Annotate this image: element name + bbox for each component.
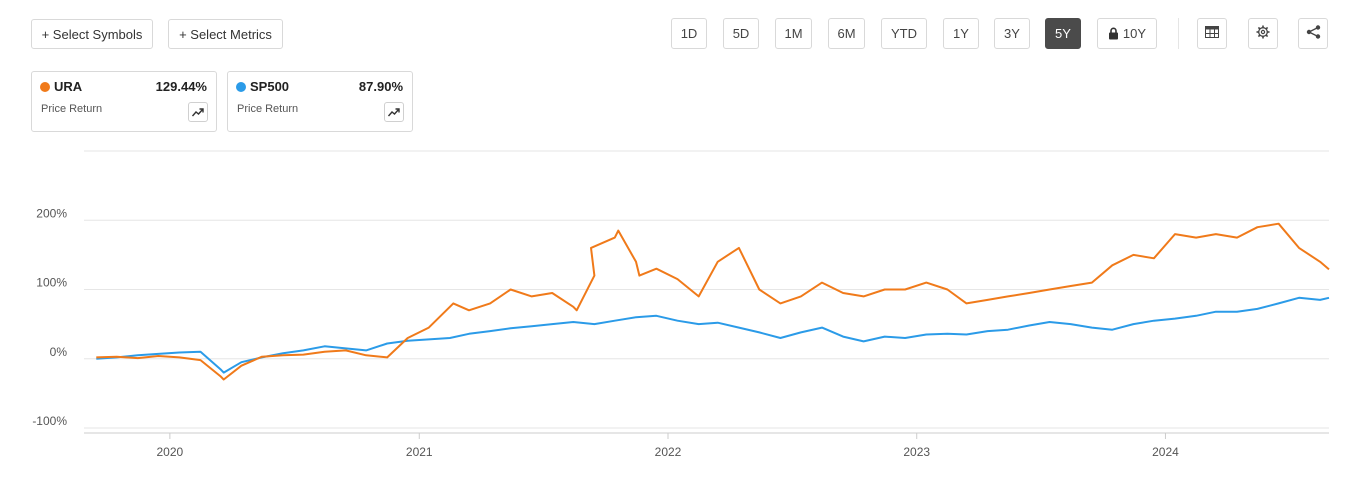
legend-symbol: SP500 [250,79,290,94]
y-tick-label: 200% [36,206,67,220]
select-metrics-button[interactable]: + Select Metrics [168,19,283,49]
period-5y-button[interactable]: 5Y [1045,18,1081,49]
trend-chart-button[interactable] [188,102,208,122]
series-lines [96,222,1330,381]
settings-icon [1256,25,1270,42]
legend-card-sp500[interactable]: SP500 87.90% Price Return [227,71,413,132]
period-5d-button[interactable]: 5D [723,18,759,49]
legend-value: 129.44% [155,79,207,94]
legend-metric: Price Return [41,103,103,115]
x-tick-label: 2020 [157,445,184,459]
period-10y-button[interactable]: 10Y [1097,18,1157,49]
legend-metric: Price Return [237,103,299,115]
select-symbols-button[interactable]: + Select Symbols [31,19,153,49]
x-tick-label: 2024 [1152,445,1179,459]
x-tick-label: 2021 [406,445,433,459]
y-axis-ticks: -100% 0% 100% 200% [32,206,67,428]
period-6m-button[interactable]: 6M [828,18,865,49]
table-view-button[interactable] [1197,18,1227,49]
trend-chart-button[interactable] [384,102,404,122]
series-line-ura [96,222,1330,381]
y-tick-label: 0% [50,345,68,359]
y-tick-label: 100% [36,276,67,290]
period-ytd-button[interactable]: YTD [881,18,927,49]
period-1m-button[interactable]: 1M [775,18,812,49]
table-icon [1205,26,1219,41]
period-1y-button[interactable]: 1Y [943,18,979,49]
x-axis-ticks: 2020 2021 2022 2023 2024 [157,433,1179,459]
trend-up-icon [192,108,204,117]
grid-lines [84,150,1329,434]
x-tick-label: 2023 [903,445,930,459]
legend-value: 87.90% [358,79,403,94]
share-button[interactable] [1298,18,1328,49]
settings-button[interactable] [1248,18,1278,49]
y-tick-label: -100% [32,414,67,428]
legend-symbol: URA [54,79,83,94]
toolbar-divider [1178,18,1179,49]
period-3y-button[interactable]: 3Y [994,18,1030,49]
period-10y-label: 10Y [1122,26,1147,41]
trend-up-icon [388,108,400,117]
lock-icon [1108,27,1119,40]
sp500-color-dot [236,82,246,92]
legend-card-ura[interactable]: URA 129.44% Price Return [31,71,217,132]
series-line-sp500 [96,296,1330,374]
x-tick-label: 2022 [655,445,682,459]
ura-color-dot [40,82,50,92]
period-1d-button[interactable]: 1D [671,18,707,49]
share-icon [1306,25,1321,42]
